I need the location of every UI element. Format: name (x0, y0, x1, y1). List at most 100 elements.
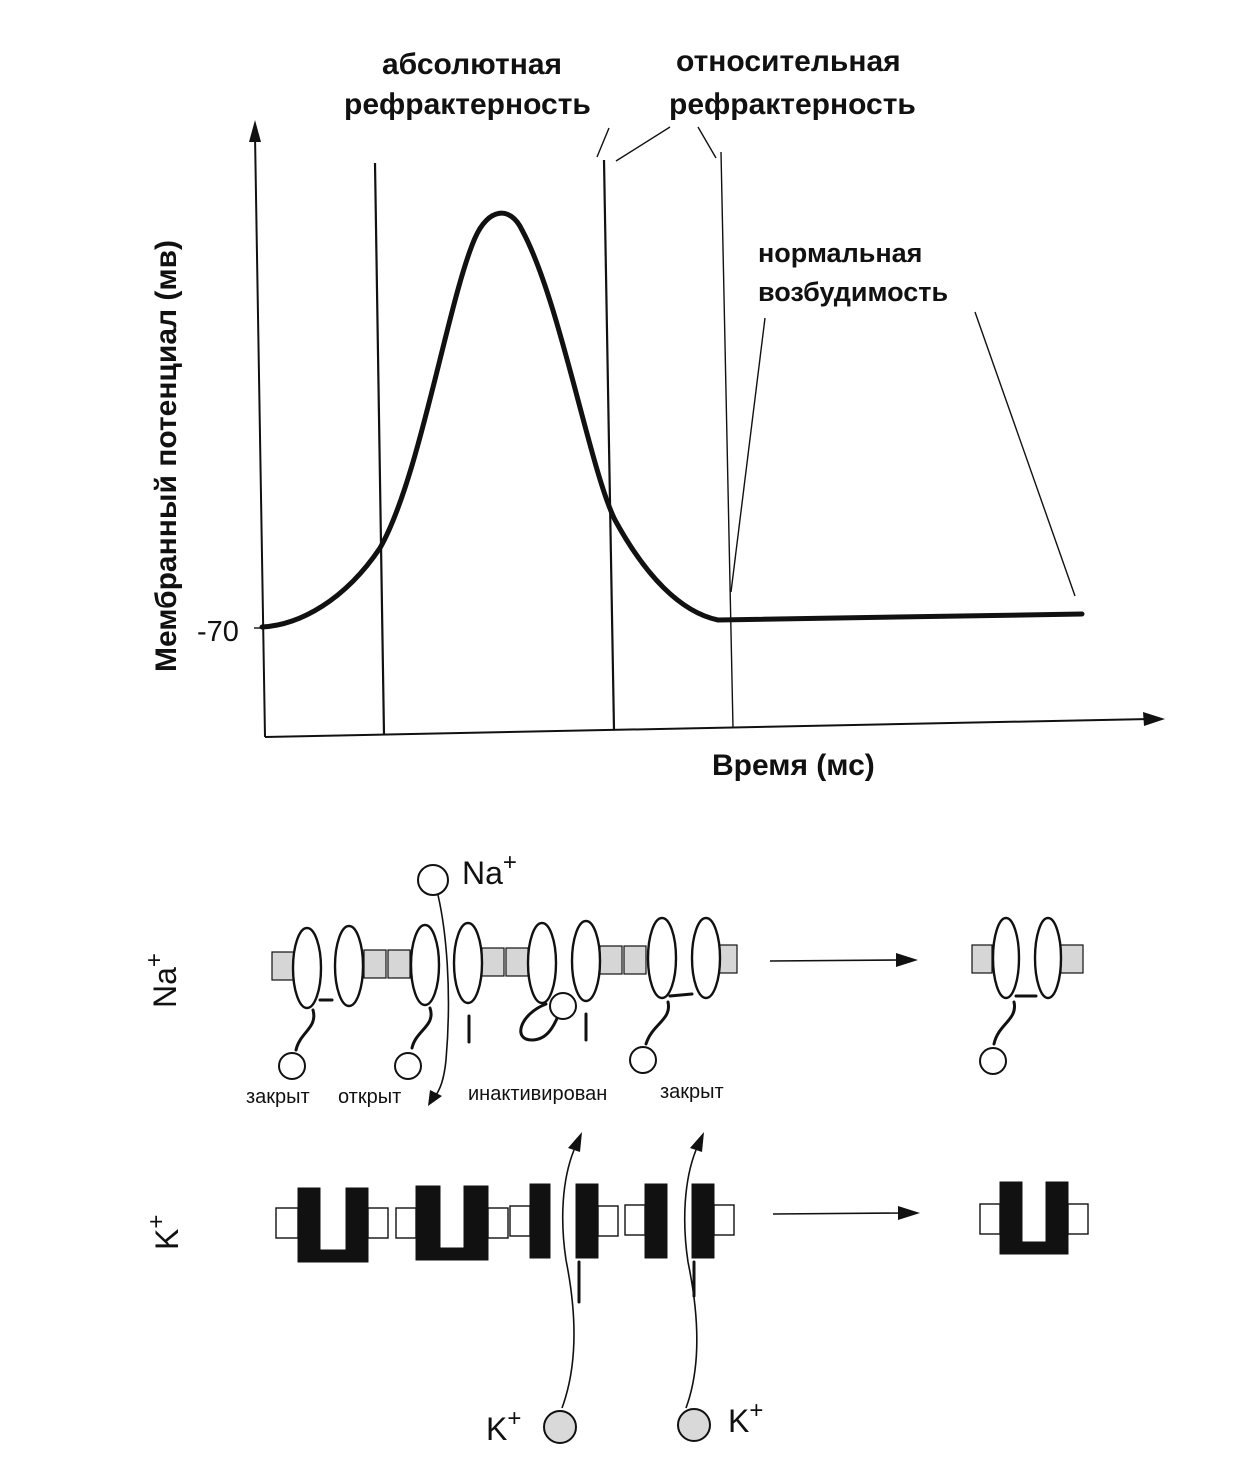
relative-refractory-label-line2: рефрактерность (669, 88, 916, 121)
inactivation-ball (979, 1047, 1007, 1075)
state-label-closed: закрыт (246, 1086, 310, 1108)
k-channel-subunit (463, 1185, 489, 1261)
na-membrane-segment (599, 945, 623, 975)
k-membrane-segment (367, 1207, 389, 1239)
na-row-label: Na+ (141, 953, 183, 1008)
inactivation-ball (394, 1052, 422, 1080)
k-membrane-segment (509, 1205, 531, 1237)
k-channel-gate-closed (317, 1249, 349, 1263)
k-membrane-segment (713, 1204, 735, 1236)
na-ion-ball (417, 864, 449, 896)
k-transition-arrow (772, 1212, 905, 1215)
channel-subunit (333, 924, 365, 1008)
x-axis-label: Время (мс) (712, 749, 875, 782)
na-membrane-segment (387, 949, 411, 979)
channel-subunit (646, 916, 678, 1000)
k-channel-subunit (691, 1183, 715, 1259)
k-transition-arrow-icon (898, 1206, 920, 1220)
normal-excitability-label-line2: возбудимость (758, 277, 948, 307)
x-axis (264, 718, 1149, 738)
na-transition-arrow-icon (896, 953, 918, 967)
relative-refractory-leader-left (615, 126, 671, 162)
k-channel-subunit (999, 1181, 1023, 1255)
channel-subunit (570, 919, 602, 1003)
k-ion-ball (543, 1410, 577, 1444)
na-membrane-segment (481, 947, 505, 977)
inactivation-tether (519, 1002, 562, 1042)
state-label-open: открыт (338, 1086, 401, 1108)
na-channel-row: Na+ Na+ (141, 849, 1084, 1108)
absolute-refractory-start-line (373, 162, 386, 736)
na-membrane-segment (971, 944, 993, 974)
absolute-refractory-label-line2: рефрактерность (344, 88, 591, 121)
resting-potential-label: -70 (197, 616, 239, 648)
k-efflux-arrow-icon (568, 1132, 582, 1152)
channel-subunit (409, 923, 441, 1007)
relative-refractory-leader-right (697, 126, 717, 159)
na-membrane-segment (271, 951, 295, 981)
k-channel-subunit (575, 1183, 599, 1259)
k-channel-closed (395, 1185, 509, 1261)
absolute-refractory-leader (596, 127, 610, 158)
k-membrane-segment (395, 1207, 417, 1239)
k-ion-label: K+ (728, 1397, 763, 1439)
na-channel-inactivated (519, 919, 602, 1042)
inactivation-tether (410, 1006, 433, 1050)
normal-excitability-leader-left (730, 317, 766, 593)
action-potential-curve (259, 210, 1085, 630)
normal-excitability-leader-right (974, 311, 1076, 597)
inactivation-tether (992, 1000, 1016, 1046)
inactivation-ball-plugged (549, 992, 577, 1020)
k-channel-subunit (345, 1187, 369, 1263)
k-membrane-segment (1067, 1203, 1089, 1235)
k-efflux-arrow-icon (690, 1132, 704, 1152)
k-row-label: K+ (143, 1215, 185, 1250)
k-membrane-segment (487, 1207, 509, 1239)
channel-subunit (291, 926, 323, 1010)
channel-subunit (452, 921, 484, 1005)
na-membrane-segment (1060, 944, 1084, 974)
k-channel-subunit (644, 1183, 668, 1259)
na-ion-label: Na+ (462, 849, 517, 891)
state-label-closed-again: закрыт (660, 1081, 724, 1103)
k-membrane-segment (275, 1207, 299, 1239)
k-ion-label: K+ (486, 1405, 521, 1447)
k-channel-open (624, 1183, 735, 1298)
k-membrane-segment (624, 1204, 646, 1236)
y-axis-arrow-icon (249, 120, 261, 142)
k-membrane-segment (597, 1205, 619, 1237)
na-membrane-segment (623, 945, 647, 975)
k-channel-result-closed (979, 1181, 1089, 1255)
channel-subunit (690, 916, 722, 1000)
state-label-inactivated: инактивирован (468, 1083, 607, 1105)
x-axis-arrow-icon (1143, 712, 1165, 726)
k-channel-open (509, 1183, 619, 1304)
k-channel-gate-closed (437, 1247, 467, 1261)
na-transition-arrow (769, 959, 903, 962)
na-channel-result-closed (971, 916, 1084, 1075)
k-channel-subunit (297, 1187, 321, 1263)
y-axis-label: Мембранный потенциал (мв) (150, 240, 183, 672)
k-efflux-path (561, 1149, 575, 1409)
na-channel-closed (278, 924, 365, 1080)
inactivation-tether (294, 1008, 316, 1052)
channel-subunit (1033, 916, 1063, 1000)
na-channel-open: Na+ (394, 849, 517, 1106)
inactivation-tether (644, 1000, 670, 1046)
inactivation-ball (629, 1046, 657, 1074)
na-channel-closed (629, 916, 722, 1074)
channel-subunit (526, 921, 558, 1005)
action-potential-plot: -70 Мембранный потенциал (мв) Время (мс)… (150, 45, 1165, 782)
k-channel-subunit (415, 1185, 441, 1261)
k-channel-subunit (529, 1183, 551, 1259)
inactivation-ball (278, 1052, 306, 1080)
k-channel-gate-closed (1019, 1241, 1049, 1255)
absolute-refractory-end-line (602, 159, 616, 731)
k-membrane-segment (979, 1203, 1001, 1235)
k-ion-ball (677, 1408, 711, 1442)
absolute-refractory-label-line1: абсолютная (382, 48, 562, 81)
normal-excitability-label-line1: нормальная (758, 238, 922, 268)
k-channel-closed (275, 1187, 389, 1263)
relative-refractory-label-line1: относительная (676, 45, 901, 78)
